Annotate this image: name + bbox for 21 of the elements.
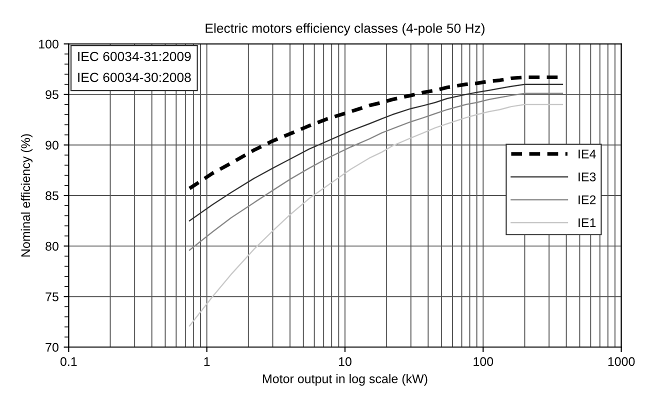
y-tick-label: 100 [39, 40, 58, 49]
y-tick-label: 80 [46, 242, 58, 251]
x-tick-label: 100 [474, 357, 494, 366]
annotation: IEC 60034-30:2008 [78, 72, 191, 82]
y-tick-label: 85 [46, 191, 58, 200]
x-tick-label: 0.1 [60, 357, 77, 366]
legend-label: IE4 [578, 150, 596, 158]
y-tick-label: 70 [46, 342, 58, 352]
y-tick-label: 75 [46, 292, 58, 302]
y-tick-label: 95 [46, 90, 58, 100]
legend-label: IE3 [578, 172, 596, 182]
chart-title: Electric motors efficiency classes (4-pole 50 Hz) [206, 23, 484, 36]
x-tick-label: 1000 [608, 357, 635, 366]
legend-label: IE2 [578, 195, 596, 204]
y-tick-label: 90 [46, 140, 58, 150]
legend-label: IE1 [578, 218, 596, 228]
x-tick-label: 10 [338, 357, 352, 366]
annotation: IEC 60034-31:2009 [78, 52, 191, 62]
x-tick-label: 1 [204, 357, 210, 366]
x-axis-title: Motor output in log scale (kW) [263, 374, 428, 386]
y-axis-title: Nominal efficiency (%) [20, 134, 33, 257]
